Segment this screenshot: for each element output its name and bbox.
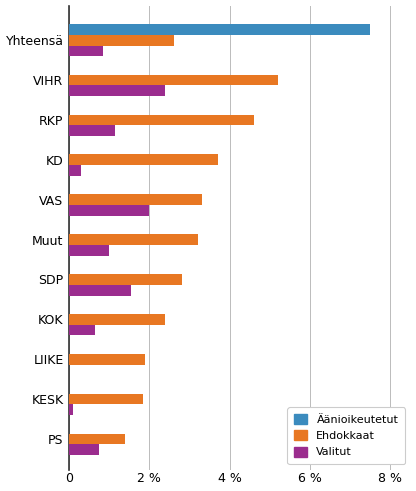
Bar — [69, 35, 173, 46]
Bar — [69, 75, 278, 85]
Bar — [69, 274, 181, 285]
Bar — [69, 285, 131, 296]
Bar — [69, 205, 149, 216]
Bar — [69, 245, 109, 256]
Bar — [69, 394, 144, 405]
Bar — [69, 125, 115, 136]
Bar — [69, 405, 73, 415]
Bar — [69, 46, 103, 56]
Bar — [69, 194, 202, 205]
Bar — [69, 234, 198, 245]
Bar — [69, 444, 99, 455]
Legend: Äänioikeutetut, Ehdokkaat, Valitut: Äänioikeutetut, Ehdokkaat, Valitut — [287, 408, 405, 464]
Bar — [69, 354, 146, 365]
Bar — [69, 434, 125, 444]
Bar — [69, 314, 166, 325]
Bar — [69, 165, 81, 176]
Bar — [69, 85, 166, 96]
Bar — [69, 24, 370, 35]
Bar — [69, 114, 254, 125]
Bar — [69, 155, 218, 165]
Bar — [69, 325, 95, 335]
